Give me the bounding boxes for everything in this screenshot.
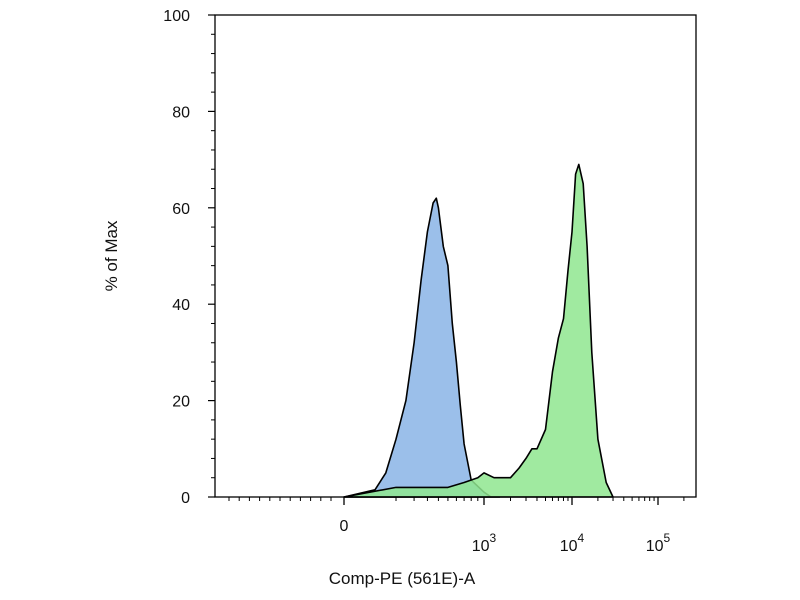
x-tick-label: 105 [646,531,671,555]
y-tick-label: 20 [172,394,190,411]
series-area-1 [343,197,501,498]
y-tick-label: 80 [172,104,190,121]
y-tick-label: 60 [172,201,190,218]
x-axis-title: Comp-PE (561E)-A [329,569,476,588]
y-tick-label: 0 [181,490,190,507]
y-tick-label: 100 [163,8,190,25]
x-axis: 0 103 104 105 [228,497,685,555]
series-area-2 [343,163,614,498]
plot-area [343,163,614,498]
y-axis: 0 20 40 60 80 100 [163,8,215,507]
x-tick-label: 104 [560,531,585,555]
y-axis-title: % of Max [102,220,121,291]
y-tick-label: 40 [172,297,190,314]
plot-frame [214,14,697,498]
x-tick-label: 103 [472,531,497,555]
x-tick-label: 0 [340,518,349,535]
